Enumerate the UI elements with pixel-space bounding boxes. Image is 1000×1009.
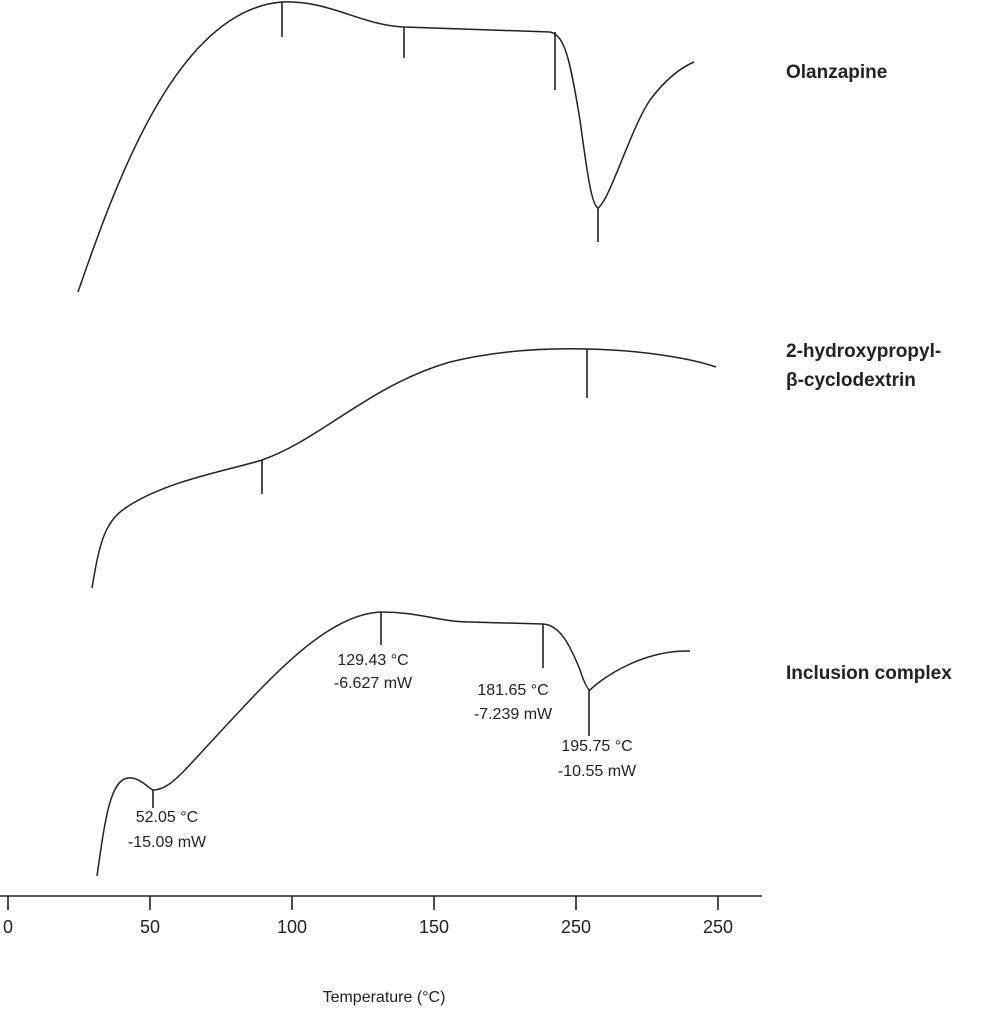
annotation: 52.05 °C bbox=[136, 809, 198, 826]
x-tick-label: 250 bbox=[703, 917, 733, 937]
annotation: -10.55 mW bbox=[558, 763, 637, 780]
annotation: 129.43 °C bbox=[337, 652, 408, 669]
x-tick-label: 150 bbox=[419, 917, 449, 937]
x-tick-label: 0 bbox=[3, 917, 13, 937]
annotation: 181.65 °C bbox=[477, 682, 548, 699]
x-tick-label: 100 bbox=[277, 917, 307, 937]
annotation: -7.239 mW bbox=[474, 706, 553, 723]
annotation: -15.09 mW bbox=[128, 834, 207, 851]
x-tick-label: 250 bbox=[561, 917, 591, 937]
series-label: Inclusion complex bbox=[786, 663, 952, 684]
x-tick-label: 50 bbox=[140, 917, 160, 937]
series-label: β-cyclodextrin bbox=[786, 370, 916, 391]
complex-curve bbox=[96, 611, 691, 877]
annotation: 195.75 °C bbox=[561, 738, 632, 755]
series-label: 2-hydroxypropyl- bbox=[786, 341, 941, 362]
x-axis-label: Temperature (°C) bbox=[323, 989, 446, 1006]
series-label: Olanzapine bbox=[786, 62, 887, 83]
annotation: -6.627 mW bbox=[334, 675, 413, 692]
cyclodextrin-curve bbox=[91, 348, 717, 589]
olanzapine-curve bbox=[77, 1, 695, 293]
